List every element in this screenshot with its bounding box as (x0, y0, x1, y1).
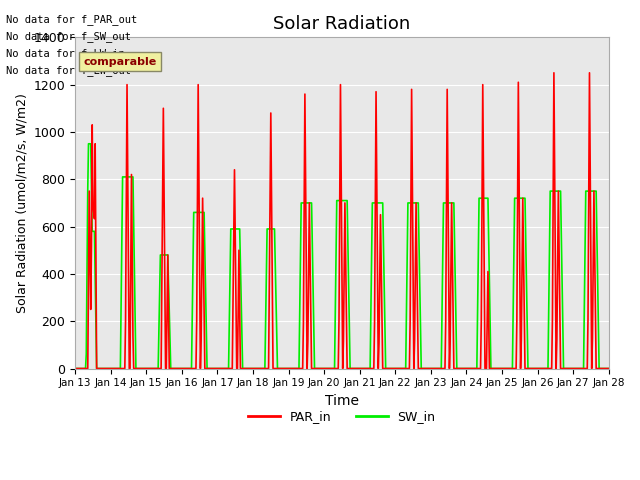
Text: No data for f_PAR_out: No data for f_PAR_out (6, 14, 138, 25)
Legend: PAR_in, SW_in: PAR_in, SW_in (243, 406, 440, 429)
Y-axis label: Solar Radiation (umol/m2/s, W/m2): Solar Radiation (umol/m2/s, W/m2) (15, 93, 28, 313)
Title: Solar Radiation: Solar Radiation (273, 15, 411, 33)
X-axis label: Time: Time (325, 394, 359, 408)
Text: No data for f_LW_out: No data for f_LW_out (6, 65, 131, 76)
Text: No data for f_SW_out: No data for f_SW_out (6, 31, 131, 42)
Text: comparable: comparable (83, 57, 156, 67)
Text: No data for f_LW_in: No data for f_LW_in (6, 48, 125, 59)
